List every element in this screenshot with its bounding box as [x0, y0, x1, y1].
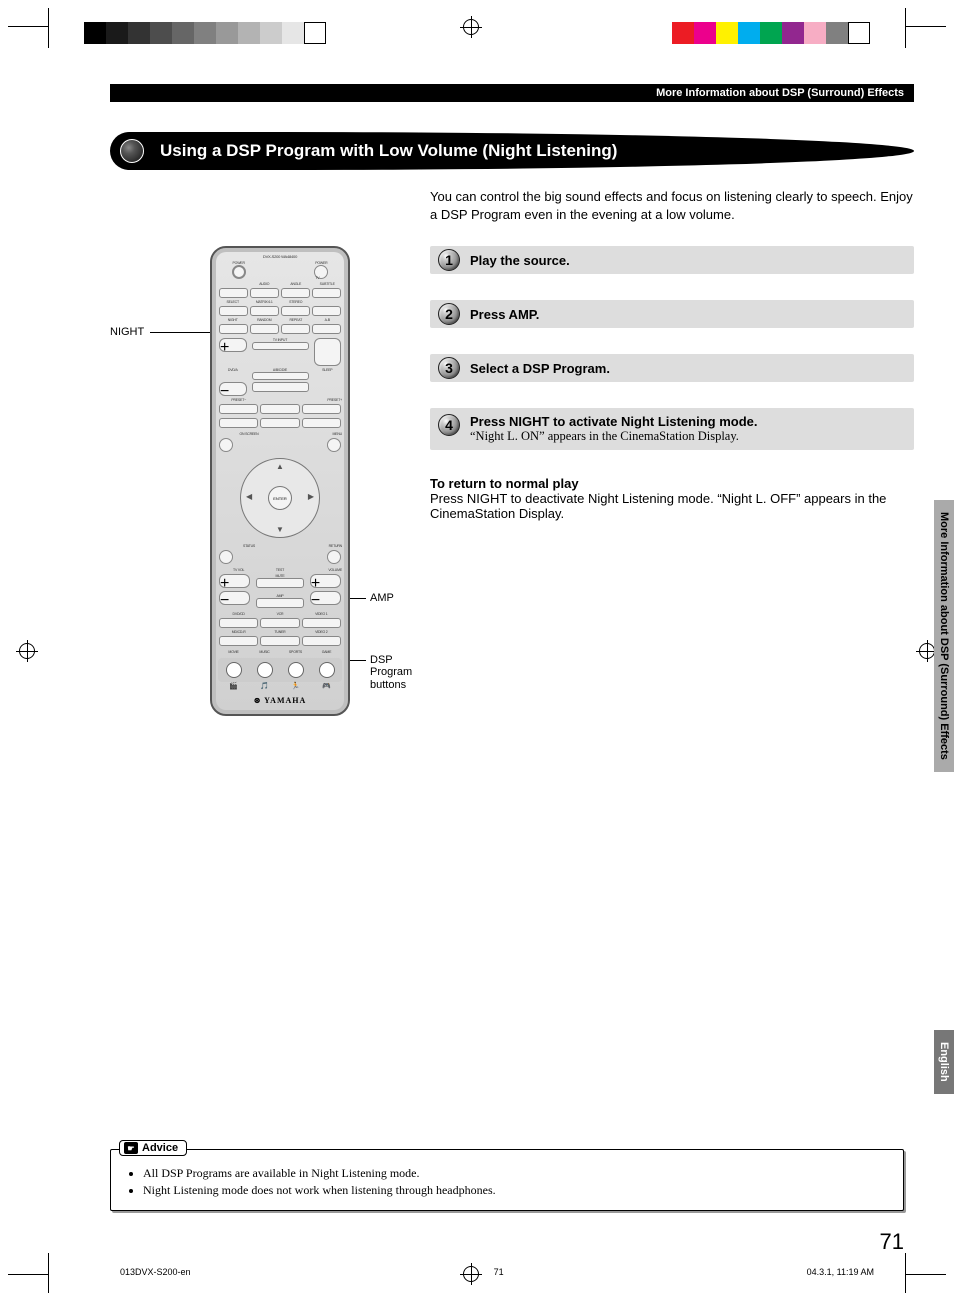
callout-amp: AMP [370, 592, 394, 604]
yamaha-logo: ⊛ YAMAHA [218, 696, 342, 705]
grayscale-colorbar [84, 22, 326, 44]
dpad: ENTER ▲ ▼ ◀ ▶ [240, 458, 320, 538]
callout-dsp: DSP Program buttons [370, 654, 412, 690]
step-3: 3 Select a DSP Program. [430, 354, 914, 382]
step-number-1: 1 [438, 249, 460, 271]
hand-icon: ☛ [124, 1142, 138, 1154]
return-to-normal: To return to normal play Press NIGHT to … [430, 476, 914, 521]
tv-power-button: TV [314, 265, 328, 279]
side-tab-language: English [934, 1030, 954, 1094]
step-4: 4 Press NIGHT to activate Night Listenin… [430, 408, 914, 450]
header-breadcrumb: More Information about DSP (Surround) Ef… [110, 84, 914, 102]
dsp-program-buttons [218, 658, 342, 682]
intro-paragraph: You can control the big sound effects an… [430, 188, 914, 224]
callout-night: NIGHT [110, 326, 144, 338]
step-number-3: 3 [438, 357, 460, 379]
cmyk-colorbar [672, 22, 870, 44]
step-2: 2 Press AMP. [430, 300, 914, 328]
step-number-2: 2 [438, 303, 460, 325]
bullet-icon [120, 139, 144, 163]
print-footer: 013DVX-S200-en 71 04.3.1, 11:19 AM [80, 1267, 914, 1277]
amp-button [256, 598, 304, 608]
section-title: Using a DSP Program with Low Volume (Nig… [160, 141, 617, 161]
advice-item: Night Listening mode does not work when … [143, 1183, 891, 1198]
advice-label: ☛ Advice [119, 1140, 187, 1156]
advice-item: All DSP Programs are available in Night … [143, 1166, 891, 1181]
step-1: 1 Play the source. [430, 246, 914, 274]
page-number: 71 [880, 1229, 904, 1255]
power-button [232, 265, 246, 279]
advice-box: ☛ Advice All DSP Programs are available … [110, 1149, 904, 1211]
side-tab-chapter: More Information about DSP (Surround) Ef… [934, 500, 954, 772]
step-number-4: 4 [438, 414, 460, 436]
section-title-bar: Using a DSP Program with Low Volume (Nig… [110, 132, 914, 170]
remote-control-illustration: DVX-S200 WA48400 POWER POWER TV AUDIO AN… [210, 246, 350, 716]
